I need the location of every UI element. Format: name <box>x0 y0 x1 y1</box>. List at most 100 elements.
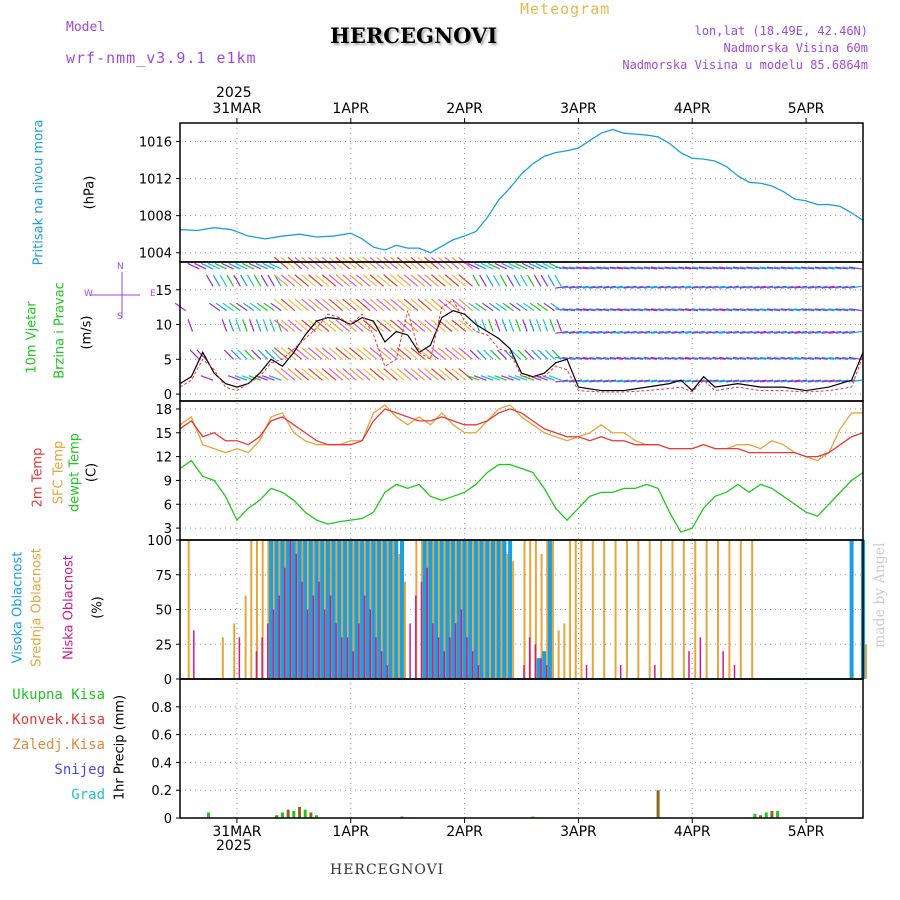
low-cloud-bar <box>346 637 349 679</box>
mid-cloud-bar <box>386 540 389 679</box>
wind-arrow <box>732 308 746 312</box>
wind-arrow <box>262 319 269 332</box>
wind-arrow <box>517 349 528 360</box>
wind-arrow <box>308 368 323 381</box>
wind-arrow <box>650 356 664 360</box>
wind-arrow <box>739 379 753 383</box>
wind-arrow <box>582 356 596 360</box>
low-cloud-bar <box>722 651 724 679</box>
wind-arrow <box>451 319 467 332</box>
top-time-label: 4APR <box>674 101 711 117</box>
wind-arrow <box>410 319 426 332</box>
low-cloud-bar <box>688 651 690 679</box>
precip-bar <box>298 806 302 818</box>
wind-arrow <box>637 330 651 334</box>
wind-arrow <box>481 262 494 270</box>
wind-arrow <box>719 356 733 360</box>
wind-arrow <box>294 319 310 332</box>
high-cloud-bar <box>849 540 854 679</box>
wind-arrow <box>554 274 562 287</box>
high-cloud-bar <box>496 540 501 679</box>
low-cloud-bar <box>437 637 440 679</box>
wind-arrow <box>684 285 699 289</box>
wind-arrow <box>287 256 303 270</box>
low-cloud-bar <box>471 651 474 679</box>
wind-arrow <box>451 274 467 287</box>
wind-arrow <box>609 330 623 334</box>
wind-arrow <box>349 347 364 360</box>
bottom-time-label: 1APR <box>332 824 369 840</box>
wind-arrow <box>555 379 569 383</box>
wind-arrow <box>555 330 569 334</box>
wind-arrow <box>383 319 398 332</box>
wind-arrow <box>609 266 623 270</box>
wind-arrow <box>230 349 241 360</box>
high-cloud-bar <box>365 540 370 679</box>
wind-arrow <box>362 347 378 360</box>
wind-arrow <box>431 298 446 312</box>
wind-arrow <box>181 319 185 331</box>
wind-arrow <box>732 330 746 334</box>
wind-arrow <box>773 330 787 334</box>
wind-arrow <box>549 319 556 332</box>
wind-arrow <box>725 379 740 383</box>
wind-arrow <box>355 347 371 360</box>
wind-arrow <box>814 330 828 334</box>
top-time-label: 2APR <box>446 101 483 117</box>
wind-arrow <box>301 319 316 332</box>
wind-arrow <box>828 356 842 360</box>
wind-arrow <box>200 275 207 286</box>
wind-arrow <box>451 368 467 381</box>
wind-arrow <box>328 347 344 360</box>
mid-cloud-bar <box>347 540 350 679</box>
cloud-tick-label: 75 <box>155 569 172 584</box>
wind-arrow <box>444 256 460 270</box>
wind-arrow <box>528 262 542 270</box>
wind-arrow <box>794 356 808 360</box>
wind-arrow <box>732 379 746 383</box>
wind-arrow <box>657 308 671 312</box>
low-cloud-bar <box>255 651 258 679</box>
wind-arrow <box>264 349 275 360</box>
wind-arrow <box>515 319 521 332</box>
wind-arrow <box>236 302 248 312</box>
wind-arrow <box>657 330 671 334</box>
mid-cloud-bar <box>660 540 663 679</box>
wind-arrow <box>321 347 337 360</box>
mid-cloud-bar <box>392 540 395 679</box>
high-cloud-bar <box>434 540 439 679</box>
wind-arrow <box>494 262 507 270</box>
wind-arrow <box>444 274 460 287</box>
wind-arrow <box>555 266 569 270</box>
wind-arrow <box>244 349 255 360</box>
wind-arrow <box>609 308 623 312</box>
wind-arrow <box>780 330 794 334</box>
wind-arrow <box>801 379 815 383</box>
mid-cloud-bar <box>557 630 560 679</box>
wind-arrow <box>314 368 330 381</box>
wind-arrow <box>657 356 671 360</box>
wind-arrow <box>556 319 562 332</box>
wind-arrow <box>760 356 774 360</box>
wind-arrow <box>403 298 419 312</box>
wind-arrow <box>766 379 780 383</box>
wind-arrow <box>712 308 726 312</box>
wind-arrow <box>835 285 849 289</box>
wind-arrow <box>187 262 200 270</box>
wind-arrow <box>228 319 235 332</box>
wind-arrow <box>437 368 453 381</box>
wind-arrow <box>458 347 473 360</box>
wind-arrow <box>589 308 603 312</box>
mid-cloud-bar <box>751 540 754 679</box>
mid-cloud-bar <box>534 540 537 679</box>
wind-arrow <box>383 298 398 312</box>
wind-arrow <box>253 274 262 287</box>
pressure-tick-label: 1012 <box>139 173 172 188</box>
wind-arrow <box>223 349 234 360</box>
wind-arrow <box>267 274 276 287</box>
low-cloud-bar <box>426 567 428 679</box>
high-cloud-bar <box>377 540 382 679</box>
low-cloud-bar <box>341 637 343 679</box>
wind-arrow <box>321 274 337 287</box>
top-year-label: 2025 <box>216 85 252 101</box>
